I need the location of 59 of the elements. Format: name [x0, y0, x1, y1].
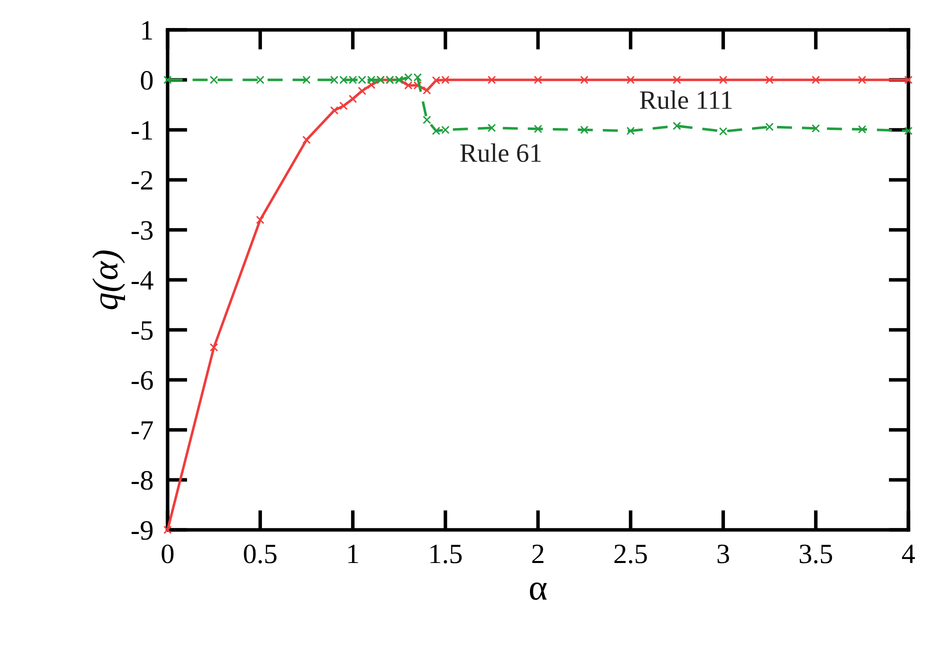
- point: [488, 76, 496, 84]
- point: [672, 122, 682, 130]
- point: [765, 76, 774, 84]
- point: [904, 76, 913, 84]
- x-tick-label: 1.5: [430, 544, 462, 564]
- point: [858, 76, 866, 84]
- x-tick-label: 1: [348, 544, 358, 564]
- point: [626, 126, 635, 136]
- x-tick-label: 4: [902, 544, 915, 564]
- point: [302, 136, 311, 144]
- y-tick-label: -4: [132, 271, 154, 290]
- point: [812, 76, 820, 84]
- y-tick-label: -5: [132, 321, 153, 340]
- point: [163, 76, 172, 84]
- point: [904, 126, 913, 136]
- point: [256, 216, 264, 224]
- point: [534, 76, 542, 84]
- y-tick-label: -8: [132, 471, 153, 490]
- x-axis-title: α: [530, 582, 547, 600]
- point: [210, 76, 218, 84]
- y-tick-label: -2: [132, 171, 152, 190]
- y-tick-label: 1: [142, 21, 152, 40]
- point: [210, 343, 218, 352]
- point: [348, 94, 357, 104]
- y-axis-title: q(α): [92, 250, 126, 310]
- point: [765, 122, 774, 132]
- point: [858, 125, 866, 134]
- point: [812, 124, 820, 133]
- y-tick-label: -3: [132, 221, 153, 240]
- y-tick-label: 0: [140, 71, 153, 90]
- x-tick-label: 2.5: [614, 544, 647, 564]
- point: [422, 86, 432, 95]
- point: [339, 102, 348, 110]
- point: [719, 76, 728, 84]
- point: [580, 126, 588, 134]
- x-tick-label: 2: [532, 544, 544, 564]
- point: [367, 80, 376, 90]
- x-tick-label: 0: [162, 544, 174, 564]
- y-tick-label: -6: [132, 371, 153, 390]
- point: [534, 124, 542, 134]
- point: [626, 76, 635, 84]
- x-tick-label: 0.5: [244, 544, 276, 564]
- y-tick-label: -7: [132, 421, 153, 440]
- point: [358, 86, 366, 96]
- point: [330, 106, 338, 115]
- point: [302, 76, 311, 84]
- series-label: Rule 61: [460, 143, 541, 162]
- point: [422, 116, 432, 124]
- point: [719, 127, 728, 136]
- point: [580, 76, 588, 84]
- y-tick-label: -9: [132, 521, 153, 540]
- y-tick-label: -1: [132, 121, 152, 140]
- point: [672, 76, 682, 84]
- point: [256, 76, 264, 84]
- x-tick-label: 3.5: [800, 544, 832, 564]
- series-label: Rule 111: [640, 90, 732, 109]
- point: [488, 124, 496, 132]
- point: [163, 526, 172, 534]
- x-tick-label: 3: [718, 544, 730, 564]
